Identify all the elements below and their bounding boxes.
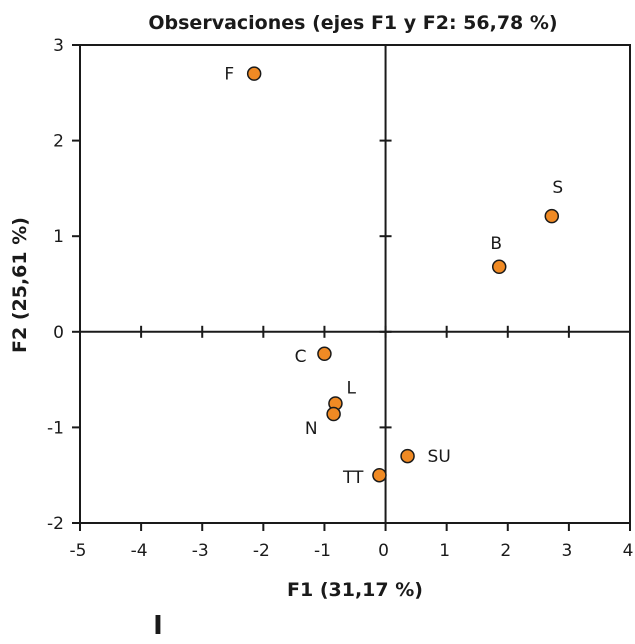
data-point-label: C <box>295 347 307 367</box>
y-tick-label: 3 <box>53 36 64 56</box>
x-tick-label: 2 <box>500 541 511 561</box>
footer-mark: I <box>153 611 163 639</box>
data-point-N <box>326 406 341 422</box>
data-point-label: S <box>552 178 563 198</box>
x-tick-label: 3 <box>561 541 572 561</box>
x-tick-label: -3 <box>192 541 209 561</box>
data-point-B <box>491 259 507 275</box>
y-tick-label: 1 <box>53 227 64 247</box>
data-point-TT <box>372 467 387 483</box>
x-tick-label: -5 <box>70 541 87 561</box>
x-tick-label: -1 <box>314 541 331 561</box>
y-tick-label: 0 <box>53 323 64 343</box>
y-tick-label: 2 <box>53 132 64 152</box>
x-tick-label: 1 <box>439 541 450 561</box>
plot-area: -5 -4 -3 -2 -1 0 1 2 3 4 -2 -1 0 1 2 3 F S B C L N SU TT <box>47 36 633 561</box>
data-point-F <box>246 66 262 81</box>
data-point-label: B <box>490 234 502 254</box>
x-tick-label: -4 <box>131 541 148 561</box>
x-tick-label: 4 <box>623 541 634 561</box>
data-point-C <box>317 346 332 362</box>
y-axis-title: F2 (25,61 %) <box>9 217 31 353</box>
x-tick-label: -2 <box>253 541 270 561</box>
data-point-SU <box>400 448 415 464</box>
data-point-label: SU <box>428 447 451 467</box>
y-tick-label: -2 <box>47 514 64 534</box>
plot-frame <box>79 44 631 524</box>
x-axis-title: F1 (31,17 %) <box>287 579 423 601</box>
data-point-label: L <box>346 379 356 399</box>
chart-title: Observaciones (ejes F1 y F2: 56,78 %) <box>148 12 557 34</box>
data-point-label: F <box>224 65 234 85</box>
data-point-label: N <box>305 419 318 439</box>
data-point-S <box>544 208 560 224</box>
x-tick-label: 0 <box>378 541 389 561</box>
y-tick-label: -1 <box>47 418 64 438</box>
data-point-label: TT <box>342 468 364 488</box>
